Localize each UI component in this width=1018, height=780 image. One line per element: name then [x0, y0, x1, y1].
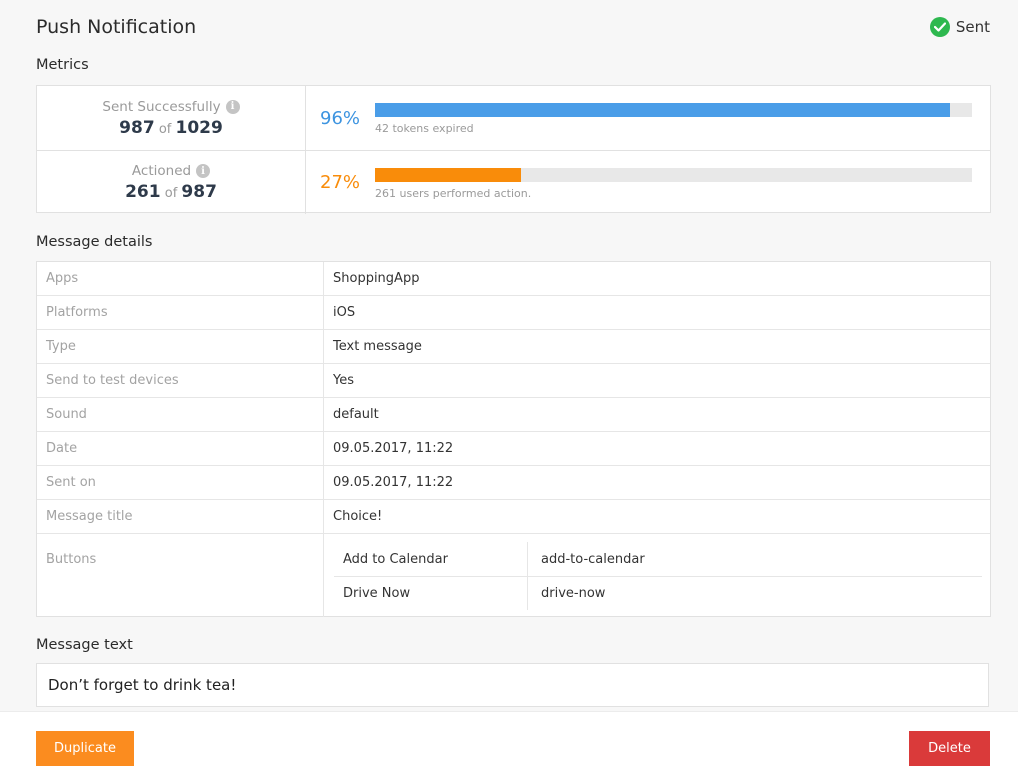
detail-value: 09.05.2017, 11:22	[333, 475, 454, 490]
footer-bar: Duplicate Delete	[0, 711, 1018, 780]
duplicate-button[interactable]: Duplicate	[36, 731, 134, 766]
detail-key: Apps	[37, 262, 324, 295]
detail-value: Text message	[333, 339, 422, 354]
table-row: Apps ShoppingApp	[37, 262, 990, 296]
metric-summary: Actioned i 261 of 987	[37, 151, 306, 214]
message-details-title: Message details	[36, 234, 153, 250]
table-row: Date 09.05.2017, 11:22	[37, 432, 990, 466]
metric-label-text: Actioned	[131, 163, 192, 179]
detail-value: Add to Calendar add-to-calendar Drive No…	[324, 534, 990, 617]
detail-key: Message title	[37, 500, 324, 533]
metric-percent: 27%	[320, 172, 361, 193]
metric-count-value: 987	[119, 117, 155, 138]
metric-count-total: 987	[181, 182, 217, 202]
table-row: Send to test devices Yes	[37, 364, 990, 398]
page-title: Push Notification	[36, 16, 197, 38]
button-name: Drive Now	[334, 577, 528, 610]
metric-summary: Sent Successfully i 987 of 1029	[37, 86, 306, 150]
metric-count-of: of	[158, 121, 172, 137]
table-row: Platforms iOS	[37, 296, 990, 330]
message-text-title: Message text	[36, 637, 133, 653]
metric-count-of: of	[164, 186, 178, 201]
metric-progress: 27% 261 users performed action.	[306, 151, 990, 214]
detail-value: iOS	[333, 305, 356, 320]
button-action: drive-now	[541, 586, 606, 601]
metrics-title: Metrics	[36, 57, 89, 73]
metric-row-sent: Sent Successfully i 987 of 1029 96% 42 t…	[37, 86, 990, 150]
button-name: Add to Calendar	[334, 542, 528, 576]
progress-bar-wrap: 42 tokens expired	[375, 103, 972, 135]
metric-count: 261 of 987	[125, 182, 217, 202]
metric-count-value: 261	[125, 182, 161, 202]
metrics-panel: Sent Successfully i 987 of 1029 96% 42 t…	[36, 85, 991, 214]
metric-label: Actioned i	[131, 163, 211, 179]
progress-bar-wrap: 261 users performed action.	[375, 167, 972, 200]
message-text-box: Don’t forget to drink tea!	[36, 663, 989, 707]
detail-key: Date	[37, 432, 324, 465]
detail-key: Sound	[37, 398, 324, 431]
button-row: Drive Now drive-now	[334, 576, 982, 610]
metric-count: 987 of 1029	[119, 118, 223, 138]
check-circle-icon	[929, 17, 950, 37]
info-icon[interactable]: i	[196, 164, 211, 178]
detail-key: Buttons	[37, 534, 324, 617]
delete-button[interactable]: Delete	[909, 731, 990, 766]
buttons-subtable: Add to Calendar add-to-calendar Drive No…	[324, 534, 990, 610]
metric-progress: 96% 42 tokens expired	[306, 86, 990, 150]
detail-value: ShoppingApp	[333, 271, 420, 286]
progress-caption: 42 tokens expired	[375, 122, 474, 135]
button-action: add-to-calendar	[541, 551, 645, 567]
status-indicator: Sent	[929, 17, 990, 37]
metric-count-total: 1029	[175, 117, 223, 138]
status-label: Sent	[955, 18, 990, 36]
progress-bar-fill	[375, 103, 950, 117]
progress-caption: 261 users performed action.	[375, 186, 532, 200]
detail-value: Choice!	[333, 509, 383, 524]
table-row: Sound default	[37, 398, 990, 432]
table-row: Sent on 09.05.2017, 11:22	[37, 466, 990, 500]
metric-label: Sent Successfully i	[102, 98, 240, 115]
detail-key: Send to test devices	[37, 364, 324, 397]
table-row: Message title Choice!	[37, 500, 990, 534]
progress-bar-fill	[375, 167, 522, 182]
metric-percent: 96%	[320, 107, 361, 129]
detail-key: Type	[37, 330, 324, 363]
detail-value: default	[333, 407, 379, 422]
detail-value: Yes	[333, 373, 354, 388]
detail-key: Sent on	[37, 466, 324, 499]
progress-bar	[375, 167, 972, 182]
button-row: Add to Calendar add-to-calendar	[334, 542, 982, 576]
progress-bar	[375, 103, 972, 117]
detail-value: 09.05.2017, 11:22	[333, 441, 454, 456]
page-header: Push Notification Sent	[36, 14, 990, 40]
metric-row-actioned: Actioned i 261 of 987 27% 261 users perf…	[37, 150, 990, 214]
table-row: Type Text message	[37, 330, 990, 364]
info-icon[interactable]: i	[225, 99, 240, 114]
metric-label-text: Sent Successfully	[102, 98, 221, 115]
table-row-buttons: Buttons Add to Calendar add-to-calendar …	[37, 534, 990, 617]
message-details-table: Apps ShoppingApp Platforms iOS Type Text me…	[36, 261, 991, 617]
detail-key: Platforms	[37, 296, 324, 329]
